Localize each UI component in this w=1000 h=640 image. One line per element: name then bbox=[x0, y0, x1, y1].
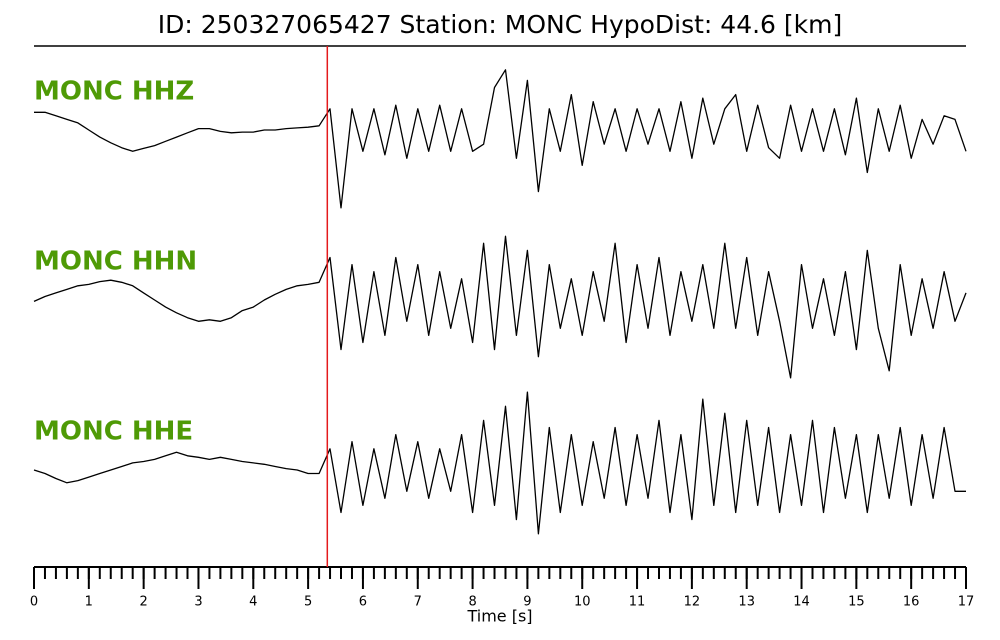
x-tick-label: 12 bbox=[684, 595, 701, 610]
trace-label: MONC HHZ bbox=[34, 77, 194, 107]
x-axis-label: Time [s] bbox=[466, 607, 532, 626]
x-tick-label: 7 bbox=[414, 595, 422, 610]
x-tick-label: 4 bbox=[249, 595, 257, 610]
waveform bbox=[33, 235, 967, 379]
x-tick-label: 11 bbox=[629, 595, 646, 610]
x-tick-label: 16 bbox=[903, 595, 920, 610]
x-tick-label: 2 bbox=[140, 595, 148, 610]
x-tick-label: 6 bbox=[359, 595, 367, 610]
x-tick-label: 9 bbox=[523, 595, 531, 610]
trace-label: MONC HHE bbox=[34, 417, 193, 447]
x-tick-label: 5 bbox=[304, 595, 312, 610]
x-tick-label: 15 bbox=[848, 595, 865, 610]
trace-label: MONC HHN bbox=[34, 247, 197, 277]
x-tick-label: 13 bbox=[738, 595, 755, 610]
chart-title: ID: 250327065427 Station: MONC HypoDist:… bbox=[158, 10, 843, 39]
waveform bbox=[33, 391, 966, 535]
x-tick-label: 10 bbox=[574, 595, 591, 610]
x-tick-label: 0 bbox=[30, 595, 38, 610]
x-tick-label: 17 bbox=[958, 595, 975, 610]
x-tick-label: 3 bbox=[194, 595, 202, 610]
x-tick-label: 14 bbox=[793, 595, 810, 610]
x-tick-label: 1 bbox=[85, 595, 93, 610]
x-tick-label: 8 bbox=[468, 595, 476, 610]
waveform bbox=[34, 69, 967, 209]
